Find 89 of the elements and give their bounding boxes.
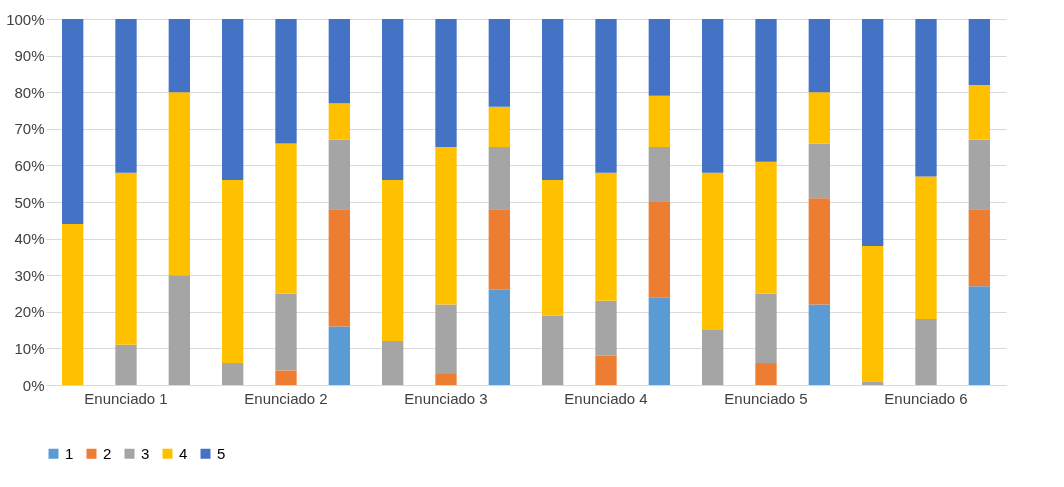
bar (168, 275, 190, 385)
x-tick-label: Enunciado 3 (404, 389, 488, 407)
bar (275, 370, 297, 385)
y-tick-label: 0% (22, 376, 45, 394)
bar (382, 180, 404, 342)
bar (115, 172, 137, 345)
bar (808, 143, 830, 199)
bar (168, 19, 190, 93)
x-tick-label: Enunciado 1 (84, 389, 168, 407)
bar (488, 19, 510, 107)
bar (222, 180, 244, 364)
bar (328, 209, 350, 327)
bar (328, 19, 350, 104)
bar (755, 293, 777, 364)
bar (915, 19, 937, 177)
bar (488, 209, 510, 290)
bar (328, 326, 350, 385)
bar (275, 19, 297, 144)
bar (542, 315, 564, 385)
bar (968, 19, 990, 85)
bar (275, 293, 297, 371)
bar (862, 245, 884, 382)
bar (168, 92, 190, 276)
bar (222, 19, 244, 181)
bar (435, 147, 457, 305)
x-tick-label: Enunciado 5 (724, 389, 808, 407)
y-tick-label: 30% (14, 266, 45, 284)
legend-label: 2 (103, 444, 112, 462)
bar (702, 19, 724, 173)
y-tick-label: 90% (14, 47, 45, 65)
x-tick-label: Enunciado 2 (244, 389, 328, 407)
bar (968, 139, 990, 210)
bar (328, 139, 350, 210)
y-tick-label: 50% (14, 193, 45, 211)
bar (488, 147, 510, 210)
y-tick-label: 80% (14, 83, 45, 101)
y-tick-label: 60% (14, 156, 45, 174)
bar (328, 103, 350, 140)
bar (968, 84, 990, 140)
bar (808, 198, 830, 305)
bar (115, 344, 137, 385)
x-tick-label: Enunciado 6 (884, 389, 968, 407)
bar (382, 19, 404, 181)
bar (648, 202, 670, 298)
y-tick-label: 100% (6, 10, 45, 28)
bar (862, 19, 884, 246)
bar (808, 19, 830, 93)
bar (435, 19, 457, 148)
bar (648, 297, 670, 385)
bar (968, 209, 990, 287)
bar (648, 147, 670, 202)
legend-label: 3 (141, 444, 150, 462)
bar (488, 289, 510, 385)
y-tick-label: 70% (14, 120, 45, 138)
bar (595, 19, 617, 173)
bar (915, 319, 937, 385)
bar (648, 19, 670, 96)
bar (968, 286, 990, 385)
bar (222, 363, 244, 385)
bar (915, 176, 937, 320)
bar (755, 363, 777, 385)
bar (275, 143, 297, 294)
bar (595, 300, 617, 356)
bar (808, 92, 830, 144)
bar (382, 341, 404, 385)
legend-label: 1 (65, 444, 74, 462)
legend-label: 5 (217, 444, 226, 462)
bar (62, 223, 84, 385)
bar (62, 19, 84, 224)
bar (435, 374, 457, 385)
bar (488, 106, 510, 148)
bar (542, 180, 564, 316)
bar (755, 19, 777, 162)
y-tick-label: 10% (14, 339, 45, 357)
legend-label: 4 (179, 444, 188, 462)
bar (115, 19, 137, 173)
bar (595, 355, 617, 385)
y-tick-label: 20% (14, 303, 45, 321)
bar (542, 19, 564, 181)
x-tick-label: Enunciado 4 (564, 389, 648, 407)
bar (808, 304, 830, 385)
bar (702, 330, 724, 385)
bar (435, 304, 457, 375)
bar (702, 172, 724, 331)
y-tick-label: 40% (14, 230, 45, 248)
bar (648, 95, 670, 148)
bar (595, 172, 617, 301)
bar (755, 161, 777, 294)
bar (862, 381, 884, 385)
